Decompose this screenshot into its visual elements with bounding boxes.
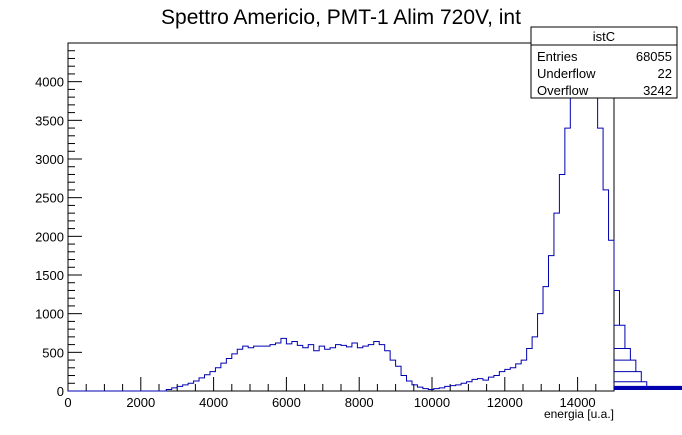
stats-underflow-label: Underflow <box>537 66 596 81</box>
y-tick-label: 0 <box>57 384 64 399</box>
y-tick-label: 3000 <box>35 152 64 167</box>
y-tick-label: 3500 <box>35 113 64 128</box>
y-tick-label: 4000 <box>35 75 64 90</box>
x-tick-label: 10000 <box>414 395 450 410</box>
chart-title: Spettro Americio, PMT-1 Alim 720V, int <box>161 6 521 29</box>
stats-underflow-value: 22 <box>658 66 672 81</box>
x-tick-label: 8000 <box>345 395 374 410</box>
x-tick-label: 2000 <box>126 395 155 410</box>
stats-overflow-value: 3242 <box>643 83 672 98</box>
x-axis-title: energia [u.a.] <box>544 407 614 421</box>
stats-overflow-label: Overflow <box>537 83 589 98</box>
y-tick-label: 1000 <box>35 307 64 322</box>
y-tick-label: 2000 <box>35 229 64 244</box>
x-tick-label: 0 <box>64 395 71 410</box>
y-tick-label: 500 <box>42 345 64 360</box>
x-tick-label: 4000 <box>199 395 228 410</box>
stats-box-title: istC <box>593 29 615 44</box>
stats-box: istC Entries 68055 Underflow 22 Overflow… <box>531 27 677 98</box>
stats-entries-value: 68055 <box>636 49 672 64</box>
y-tick-label: 1500 <box>35 268 64 283</box>
x-tick-label: 12000 <box>487 395 523 410</box>
y-tick-label: 2500 <box>35 191 64 206</box>
x-tick-label: 6000 <box>272 395 301 410</box>
stats-entries-label: Entries <box>537 49 578 64</box>
